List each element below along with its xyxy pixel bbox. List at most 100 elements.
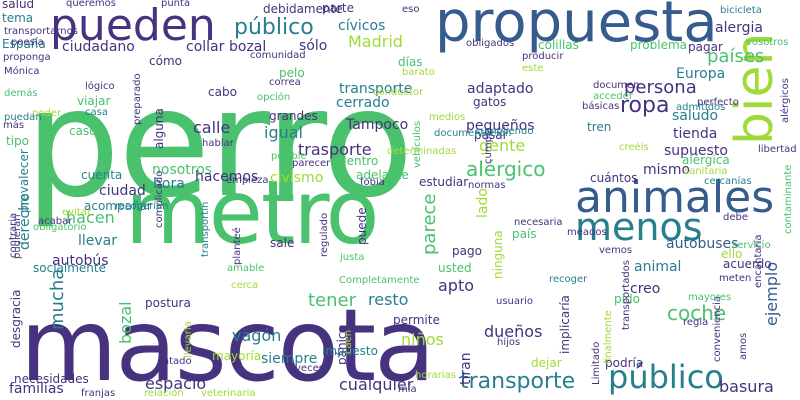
word-ejemplo: ejemplo: [762, 262, 781, 326]
word-barato: barato: [402, 67, 435, 78]
word-dias: días: [398, 55, 423, 69]
word-coche: coche: [667, 301, 726, 325]
word-caso: caso: [69, 124, 97, 138]
word-veterinaria: veterinaria: [201, 388, 256, 399]
word-cumpla: cumpla: [483, 127, 494, 164]
word-limitado: Limitado: [591, 342, 602, 385]
word-meten: meten: [719, 273, 751, 284]
word-transportarnos: transportarnos: [4, 26, 78, 37]
word-basicas: básicas: [582, 100, 619, 112]
word-hacen: hacen: [66, 208, 115, 227]
word-tener: tener: [308, 290, 357, 311]
word-recoger: recoger: [549, 274, 588, 285]
word-comunidad: comunidad: [250, 50, 306, 61]
word-este: este: [522, 63, 543, 74]
word-debidamente: debidamente: [263, 2, 343, 16]
word-queremos: queremos: [66, 0, 116, 9]
word-vemos: vemos: [599, 245, 632, 256]
word-europa: Europa: [676, 66, 725, 82]
word-bozal: bozal: [229, 39, 266, 55]
word-pagar: pagar: [688, 40, 723, 54]
word-pequenos: pequeños: [466, 118, 535, 134]
word-pasar: pasar: [474, 128, 508, 142]
word-plantee: planteé: [231, 227, 243, 265]
word-acompanar: acompañar: [84, 199, 152, 213]
word-mas: más: [3, 119, 24, 131]
word-fobia: fobia: [360, 177, 385, 188]
word-obligatorio: obligatorio: [33, 222, 87, 233]
word-implicaria: implicaría: [558, 295, 572, 354]
word-como: cómo: [149, 54, 182, 68]
word-empieza: empieza: [226, 175, 269, 186]
word-mia: mía: [398, 383, 417, 395]
word-adelante: adelante: [356, 168, 409, 182]
word-tiran: tiran: [458, 352, 474, 385]
word-opcion: opción: [257, 91, 290, 103]
word-regla: regla: [683, 317, 708, 328]
word-duenos: dueños: [484, 322, 542, 341]
word-medios: medios: [429, 112, 465, 123]
word-hora: hora: [153, 176, 185, 192]
word-bozal: bozal: [116, 301, 135, 344]
word-metro: metro: [125, 161, 377, 264]
word-animal: animal: [634, 259, 681, 275]
word-caen: caen: [343, 330, 354, 354]
word-propuesta: propuesta: [435, 0, 718, 55]
word-parecer: parecer: [292, 158, 331, 169]
word-bien: bien: [725, 33, 785, 145]
word-proponga: proponga: [3, 52, 51, 63]
word-basura: basura: [719, 377, 774, 396]
word-estudiar: estudiar: [419, 175, 468, 189]
word-obligados: obligados: [466, 38, 514, 49]
word-dentro: dentro: [339, 154, 378, 168]
word-encantaria: encantaría: [752, 234, 764, 288]
word-alergica: alérgica: [682, 153, 730, 167]
word-gatos: gatos: [473, 95, 506, 109]
word-socialmente: socialmente: [33, 261, 106, 275]
word-contaminante: contaminante: [783, 165, 794, 234]
word-creeis: creéis: [619, 141, 649, 153]
word-vosotros: vosotros: [746, 37, 789, 48]
word-servicio: servicio: [732, 240, 771, 251]
word-alergico: alérgico: [466, 157, 545, 181]
word-evitar: evitar: [62, 207, 92, 218]
word-normas: normas: [468, 180, 505, 191]
word-calle: calle: [193, 118, 230, 137]
word-cercanias: cercanías: [704, 175, 752, 187]
word-sale: sale: [270, 236, 294, 250]
word-derecho: derecho: [17, 193, 33, 250]
word-cerrado: cerrado: [336, 95, 390, 111]
word-regulado: regulado: [319, 213, 330, 257]
word-puedan: puedan: [4, 112, 42, 123]
word-publico: público: [608, 358, 724, 396]
word-menos: menos: [575, 205, 703, 249]
word-mascota: mascota: [20, 287, 433, 400]
word-conveniencia: conveniencia: [712, 296, 723, 362]
word-vehiculos: vehículos: [411, 121, 423, 168]
word-admitidos: admitidos: [676, 102, 725, 113]
word-alguna: alguna: [152, 108, 166, 149]
word-collar: collar: [186, 39, 225, 55]
word-dejar: dejar: [531, 356, 562, 370]
word-panico: pánico: [335, 325, 349, 365]
word-apto: apto: [438, 276, 474, 295]
word-familias: familias: [9, 381, 64, 397]
word-complicado: complicado: [154, 171, 165, 228]
word-paises: países: [707, 46, 764, 67]
word-documentacion: documentación: [434, 127, 511, 139]
word-logico: lógico: [85, 80, 115, 92]
word-desgracia: desgracia: [9, 290, 23, 348]
word-puede: puede: [355, 207, 369, 245]
word-usuario: usuario: [496, 296, 533, 307]
word-tema: tema: [2, 11, 33, 25]
word-parte: parte: [322, 1, 354, 15]
word-hijos: hijos: [497, 337, 520, 348]
word-acuerdo: acuerdo: [723, 257, 772, 271]
word-transportin: transportín: [199, 202, 211, 257]
word-pido: pido: [614, 292, 640, 306]
word-cerca: cerca: [231, 280, 258, 291]
word-conductor: conductor: [373, 87, 424, 98]
word-persona: persona: [624, 77, 697, 98]
word-finalmente: finalmente: [603, 310, 614, 364]
